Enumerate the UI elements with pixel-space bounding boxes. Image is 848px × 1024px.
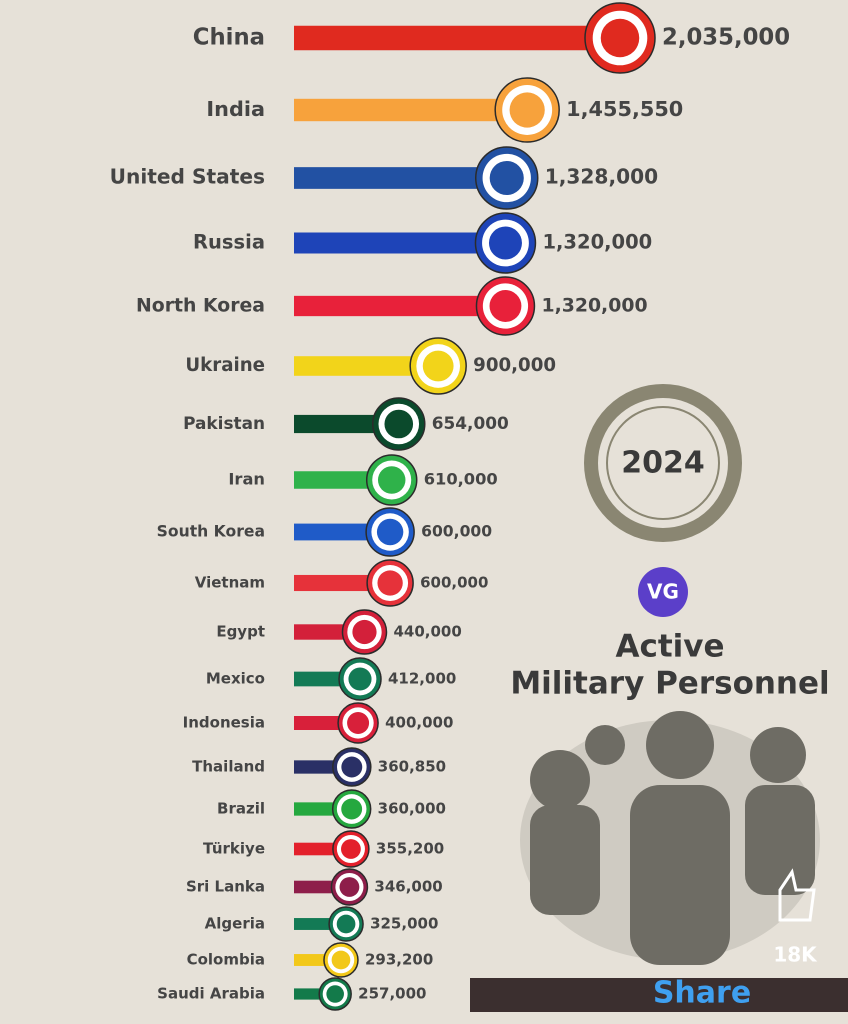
value-label: 257,000 xyxy=(358,985,426,1003)
category-label: South Korea xyxy=(157,523,265,541)
category-label: Brazil xyxy=(217,800,265,818)
bar xyxy=(294,954,341,966)
logo-badge xyxy=(638,567,688,617)
flag-emblem xyxy=(326,985,344,1003)
title-line1: Active xyxy=(615,629,724,665)
category-label: Mexico xyxy=(206,670,265,688)
bar xyxy=(294,356,439,376)
title-line2: Military Personnel xyxy=(510,666,829,702)
bar xyxy=(294,295,506,317)
category-label: Ukraine xyxy=(185,355,265,376)
value-label: 1,455,550 xyxy=(566,97,683,121)
soldiers-illustration xyxy=(520,711,820,965)
category-label: Algeria xyxy=(205,915,265,933)
value-label: 440,000 xyxy=(393,623,461,641)
flag-emblem xyxy=(377,570,403,596)
category-label: Egypt xyxy=(216,623,265,641)
category-label: Saudi Arabia xyxy=(157,985,265,1003)
value-label: 412,000 xyxy=(388,670,456,688)
flag-emblem xyxy=(509,92,545,128)
flag-emblem xyxy=(336,914,356,934)
logo: VG xyxy=(647,580,679,604)
flag-emblem xyxy=(341,839,361,859)
flag-emblem xyxy=(384,409,414,439)
flag-emblem xyxy=(376,518,404,546)
flag-emblem xyxy=(377,466,406,494)
bar xyxy=(294,918,347,930)
value-label: 610,000 xyxy=(424,470,498,489)
flag-emblem xyxy=(331,950,351,970)
value-label: 360,000 xyxy=(378,800,446,818)
category-label: United States xyxy=(110,165,265,189)
share[interactable]: Share xyxy=(653,976,751,1011)
flag-emblem xyxy=(341,798,363,820)
category-label: Indonesia xyxy=(183,714,265,732)
value-label: 325,000 xyxy=(370,915,438,933)
bar xyxy=(294,25,620,51)
flag-emblem xyxy=(348,667,372,691)
bar xyxy=(294,574,391,592)
flag-emblem xyxy=(422,350,454,382)
value-label: 400,000 xyxy=(385,714,453,732)
category-label: Iran xyxy=(228,470,265,489)
flag-emblem xyxy=(600,18,640,58)
bar xyxy=(294,232,506,254)
year: 2024 xyxy=(621,446,705,481)
category-label: Sri Lanka xyxy=(186,878,265,896)
value-label: 600,000 xyxy=(421,523,492,541)
category-label: China xyxy=(193,25,265,51)
category-label: Colombia xyxy=(187,951,265,969)
value-label: 2,035,000 xyxy=(662,25,790,51)
category-label: Vietnam xyxy=(195,574,265,592)
like-icon[interactable] xyxy=(778,868,816,922)
likes: 18K xyxy=(773,943,818,967)
flag-emblem xyxy=(352,619,377,645)
year-ring xyxy=(584,384,742,542)
flag-emblem xyxy=(347,712,370,734)
value-label: 360,850 xyxy=(378,758,446,776)
flag-emblem xyxy=(489,160,524,196)
value-label: 1,328,000 xyxy=(545,165,658,189)
category-label: Russia xyxy=(193,231,265,254)
share-bar[interactable] xyxy=(470,978,848,1012)
value-label: 654,000 xyxy=(432,413,509,433)
value-label: 293,200 xyxy=(365,951,433,969)
category-label: North Korea xyxy=(136,296,265,317)
flag-emblem xyxy=(489,290,522,322)
category-label: Pakistan xyxy=(183,413,265,433)
value-label: 600,000 xyxy=(420,574,488,592)
category-label: India xyxy=(206,97,265,121)
value-label: 346,000 xyxy=(374,878,442,896)
category-label: Thailand xyxy=(192,758,265,776)
value-label: 1,320,000 xyxy=(542,231,652,254)
value-label: 1,320,000 xyxy=(541,296,647,317)
value-label: 355,200 xyxy=(376,840,444,858)
value-label: 900,000 xyxy=(473,355,556,376)
flag-emblem xyxy=(339,877,360,897)
year-ring-inner xyxy=(606,406,720,520)
category-label: Türkiye xyxy=(203,840,265,858)
flag-emblem xyxy=(488,226,522,260)
bar xyxy=(294,988,336,1000)
bar xyxy=(294,167,507,189)
flag-emblem xyxy=(341,756,363,778)
bar xyxy=(294,98,528,122)
